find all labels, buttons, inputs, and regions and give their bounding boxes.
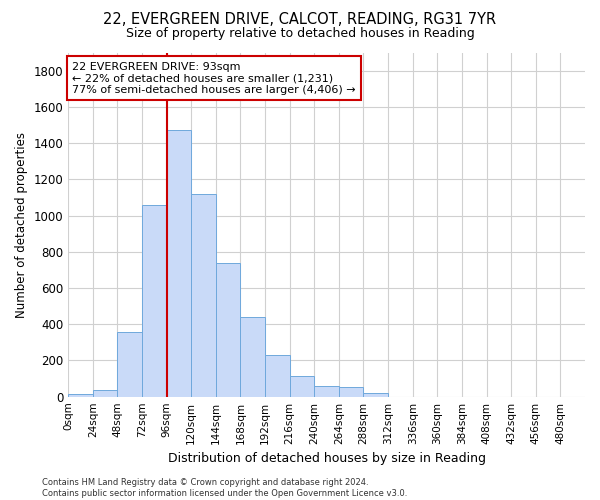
Text: Contains HM Land Registry data © Crown copyright and database right 2024.
Contai: Contains HM Land Registry data © Crown c… (42, 478, 407, 498)
Bar (364, 393, 388, 396)
Bar (68, 394, 93, 396)
Bar (314, 386, 339, 396)
Bar (118, 332, 142, 396)
Text: Size of property relative to detached houses in Reading: Size of property relative to detached ho… (125, 28, 475, 40)
Bar (339, 386, 364, 396)
Bar (142, 204, 167, 396)
Text: 22 EVERGREEN DRIVE: 93sqm
← 22% of detached houses are smaller (1,231)
77% of se: 22 EVERGREEN DRIVE: 93sqm ← 22% of detac… (72, 62, 356, 95)
Bar (290, 376, 314, 396)
Bar (167, 130, 191, 396)
X-axis label: Distribution of detached houses by size in Reading: Distribution of detached houses by size … (167, 452, 485, 465)
Bar (241, 317, 265, 396)
Text: 22, EVERGREEN DRIVE, CALCOT, READING, RG31 7YR: 22, EVERGREEN DRIVE, CALCOT, READING, RG… (103, 12, 497, 28)
Bar (191, 194, 216, 396)
Bar (93, 390, 118, 396)
Bar (216, 262, 241, 396)
Bar (265, 355, 290, 397)
Y-axis label: Number of detached properties: Number of detached properties (15, 132, 28, 318)
